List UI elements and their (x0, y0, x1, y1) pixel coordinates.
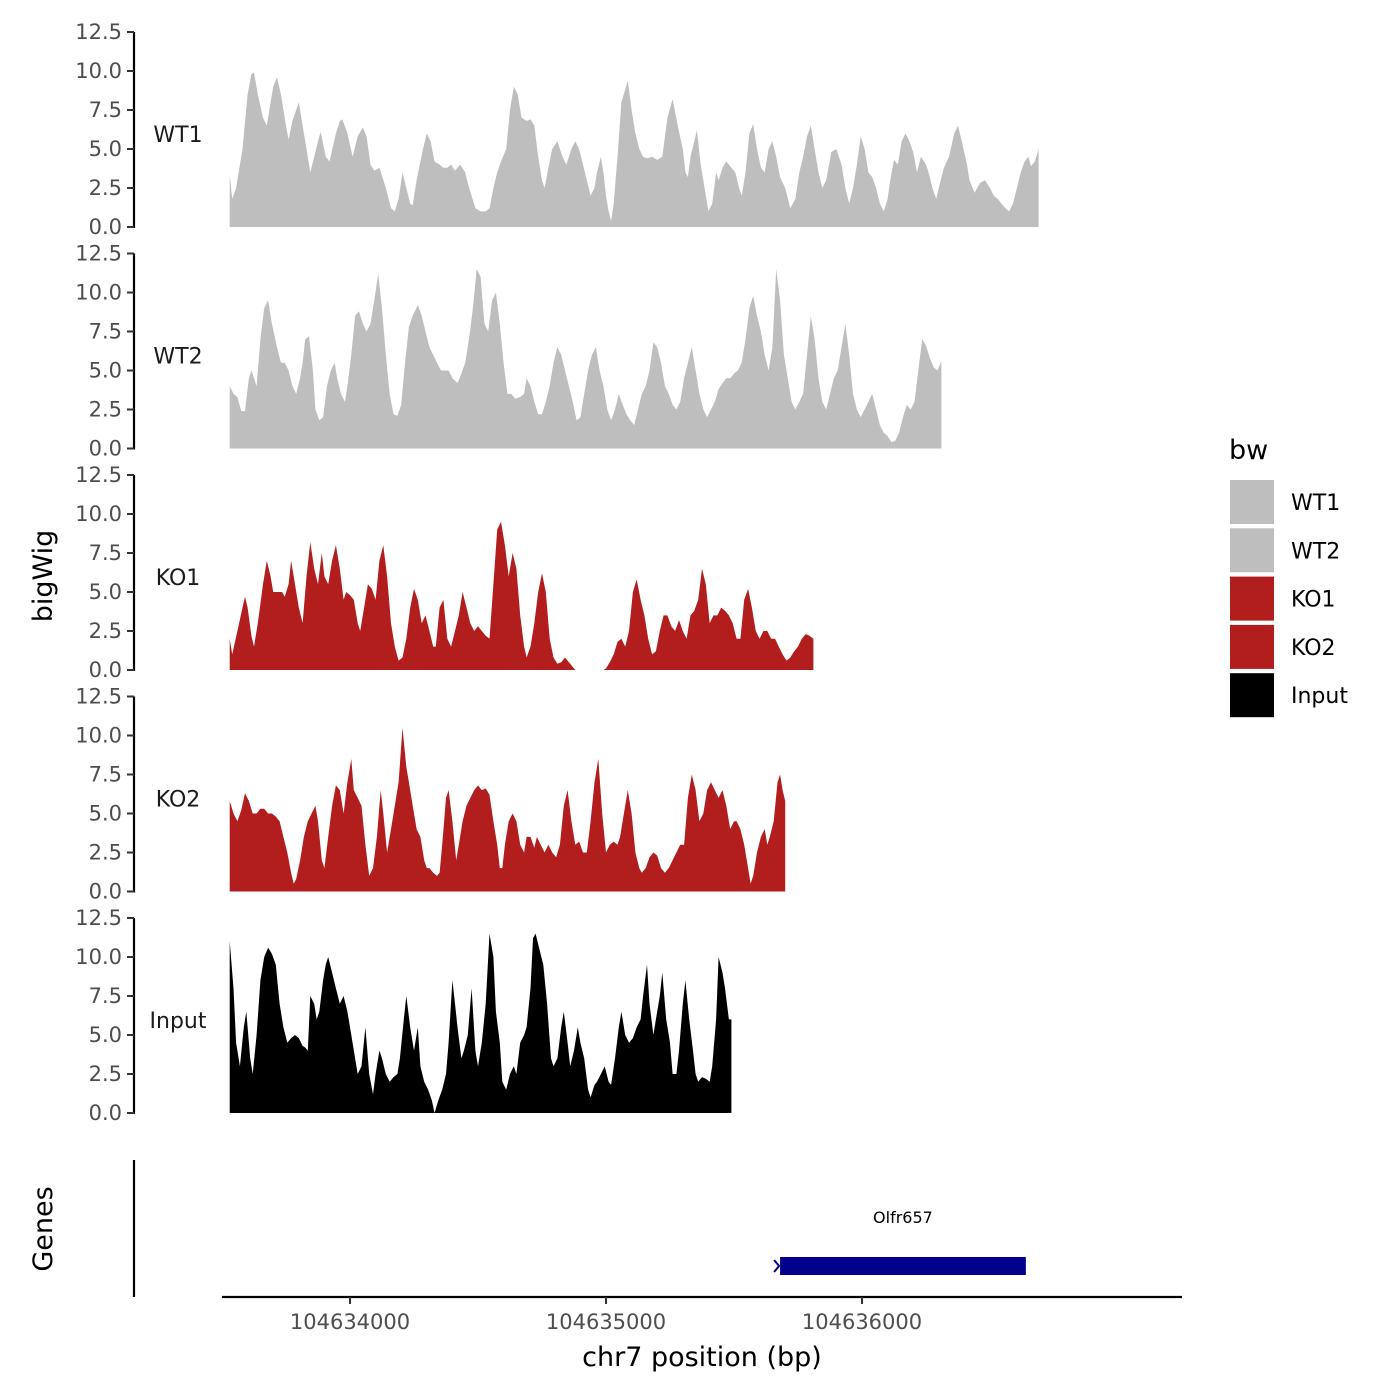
legend-label: KO1 (1291, 588, 1336, 613)
genes-panel: Olfr657 (132, 1160, 1026, 1297)
y-tick-label: 7.5 (89, 984, 122, 1008)
legend-entry-ko2: KO2 (1230, 624, 1336, 669)
y-tick-label: 12.5 (75, 20, 122, 44)
y-tick-label: 5.0 (89, 580, 122, 604)
track-label-ko1: KO1 (156, 566, 201, 591)
track-label-input: Input (150, 1009, 207, 1034)
legend: bw WT1 WT2 KO1 KO2 Input (1229, 435, 1348, 718)
legend-swatch (1230, 528, 1274, 573)
coverage-area-wt1 (229, 72, 1039, 227)
gene-label: Olfr657 (873, 1208, 933, 1227)
gene-strand-arrow (773, 1259, 781, 1273)
y-tick-label: 5.0 (89, 1023, 122, 1047)
track-wt1: 0.0 2.5 5.0 7.5 10.0 12.5 WT1 (75, 20, 1039, 239)
y-tick-label: 10.0 (75, 724, 122, 748)
x-tick-label: 104635000 (546, 1310, 666, 1334)
x-tick-label: 104636000 (802, 1310, 922, 1334)
y-tick-label: 0.0 (89, 880, 122, 904)
y-tick-label: 12.5 (75, 463, 122, 487)
y-tick-label: 12.5 (75, 242, 122, 266)
y-tick-label: 5.0 (89, 802, 122, 826)
legend-entry-input: Input (1230, 673, 1348, 718)
coverage-area-ko2 (229, 727, 786, 892)
y-tick-label: 10.0 (75, 59, 122, 83)
legend-swatch (1230, 480, 1274, 524)
y-axis-title: bigWig (28, 530, 59, 623)
y-tick-label: 2.5 (89, 619, 122, 643)
coverage-area-wt2 (229, 269, 942, 449)
y-tick-label: 5.0 (89, 359, 122, 383)
legend-entry-wt1: WT1 (1230, 480, 1340, 524)
y-tick-label: 0.0 (89, 1101, 122, 1125)
x-axis: 104634000 104635000 104636000 (222, 1295, 1182, 1334)
coverage-area-input (229, 933, 732, 1113)
y-tick-label: 12.5 (75, 906, 122, 930)
genes-axis-title: Genes (28, 1186, 59, 1271)
y-tick-label: 2.5 (89, 176, 122, 200)
x-axis-title: chr7 position (bp) (582, 1342, 822, 1373)
y-tick-label: 0.0 (89, 215, 122, 239)
y-tick-label: 0.0 (89, 658, 122, 682)
legend-label: WT1 (1291, 491, 1340, 516)
y-tick-label: 10.0 (75, 945, 122, 969)
y-tick-label: 2.5 (89, 398, 122, 422)
x-tick-label: 104634000 (290, 1310, 410, 1334)
y-tick-label: 10.0 (75, 281, 122, 305)
legend-entry-wt2: WT2 (1230, 528, 1340, 573)
y-tick-label: 2.5 (89, 1062, 122, 1086)
y-tick-label: 7.5 (89, 98, 122, 122)
legend-swatch (1230, 673, 1274, 718)
track-wt2: 0.0 2.5 5.0 7.5 10.0 12.5 WT2 (75, 242, 942, 461)
track-label-wt1: WT1 (153, 123, 202, 148)
track-ko1: 0.0 2.5 5.0 7.5 10.0 12.5 KO1 (75, 463, 814, 682)
y-tick-label: 7.5 (89, 541, 122, 565)
legend-label: WT2 (1291, 539, 1340, 564)
y-tick-label: 10.0 (75, 502, 122, 526)
track-ko2: 0.0 2.5 5.0 7.5 10.0 12.5 KO2 (75, 685, 786, 904)
track-input: 0.0 2.5 5.0 7.5 10.0 12.5 Input (75, 906, 732, 1125)
legend-swatch (1230, 624, 1274, 669)
legend-swatch (1230, 576, 1274, 621)
gene-model-olfr657 (780, 1257, 1026, 1275)
tracks-layer: 0.0 2.5 5.0 7.5 10.0 12.5 WT1 0.0 2.5 5.0 7.5 10.0 1… (75, 20, 1039, 1125)
coverage-area-ko1 (229, 521, 814, 670)
y-tick-label: 7.5 (89, 320, 122, 344)
legend-entry-ko1: KO1 (1230, 576, 1336, 621)
track-label-ko2: KO2 (156, 788, 201, 813)
y-tick-label: 2.5 (89, 841, 122, 865)
y-tick-label: 12.5 (75, 685, 122, 709)
track-label-wt2: WT2 (153, 345, 202, 370)
y-tick-label: 5.0 (89, 137, 122, 161)
y-tick-label: 7.5 (89, 763, 122, 787)
legend-label: KO2 (1291, 636, 1336, 661)
legend-title: bw (1229, 435, 1268, 466)
y-tick-label: 0.0 (89, 437, 122, 461)
legend-label: Input (1291, 684, 1348, 709)
